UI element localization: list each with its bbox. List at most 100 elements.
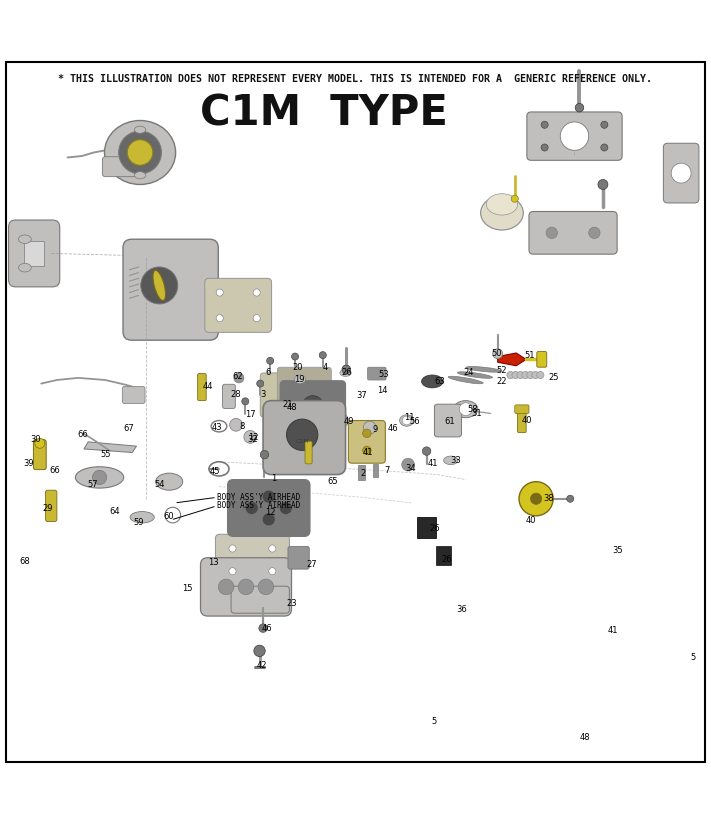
Text: BODY ASS'Y AIRHEAD: BODY ASS'Y AIRHEAD [217,493,300,502]
Circle shape [292,353,299,360]
FancyBboxPatch shape [663,143,699,203]
Circle shape [493,349,503,358]
Text: 48: 48 [580,733,590,742]
Text: 64: 64 [110,507,120,516]
Ellipse shape [444,456,458,465]
Ellipse shape [153,270,166,301]
Text: 44: 44 [203,382,213,391]
Circle shape [234,373,244,383]
Ellipse shape [486,194,518,215]
FancyBboxPatch shape [263,400,346,475]
Circle shape [575,104,584,112]
Bar [358,465,365,480]
Text: 29: 29 [43,504,53,513]
Text: 46: 46 [387,424,397,433]
Circle shape [512,372,519,378]
Text: 30: 30 [31,434,41,443]
Text: 53: 53 [379,370,389,379]
Text: 65: 65 [328,477,338,486]
Text: 27: 27 [306,559,316,569]
Circle shape [244,430,257,443]
Circle shape [260,451,269,459]
Text: 25: 25 [548,373,558,382]
Text: 66: 66 [77,430,89,439]
Text: * THIS ILLUSTRATION DOES NOT REPRESENT EVERY MODEL. THIS IS INTENDED FOR A  GENE: * THIS ILLUSTRATION DOES NOT REPRESENT E… [58,74,653,84]
Circle shape [259,624,267,632]
Circle shape [35,438,45,448]
Text: 12: 12 [265,508,275,517]
Circle shape [229,568,236,575]
Circle shape [216,289,223,296]
Circle shape [334,414,348,428]
Text: 61: 61 [444,417,454,426]
Text: 57: 57 [87,480,97,489]
Circle shape [262,513,275,526]
FancyBboxPatch shape [205,279,272,332]
Text: 62: 62 [232,372,242,381]
Text: 4: 4 [323,363,328,372]
Text: 39: 39 [23,459,33,468]
FancyBboxPatch shape [288,546,309,569]
Circle shape [267,358,274,364]
Text: 9: 9 [373,425,378,434]
Text: 55: 55 [100,450,110,459]
Text: 14: 14 [378,386,387,396]
Text: 43: 43 [212,424,222,432]
Circle shape [422,447,431,456]
Text: 49: 49 [343,418,353,427]
FancyBboxPatch shape [537,352,547,368]
Text: 68: 68 [19,557,31,566]
Text: 20: 20 [292,363,302,372]
Circle shape [262,490,275,503]
Circle shape [598,180,608,190]
FancyBboxPatch shape [223,384,235,409]
Circle shape [302,396,324,417]
Text: 54: 54 [155,480,165,489]
Text: 59: 59 [134,517,144,527]
Circle shape [527,372,534,378]
FancyBboxPatch shape [9,220,60,287]
Text: 26: 26 [430,524,440,533]
Text: 12: 12 [249,433,259,442]
Circle shape [517,372,524,378]
Ellipse shape [18,235,31,244]
Circle shape [532,372,539,378]
Ellipse shape [75,466,124,488]
FancyBboxPatch shape [348,420,385,463]
Text: 2: 2 [360,470,365,479]
Text: 66: 66 [49,466,60,475]
Ellipse shape [448,377,483,384]
Circle shape [507,372,514,378]
FancyBboxPatch shape [260,373,320,417]
Text: 51: 51 [525,351,535,359]
FancyBboxPatch shape [122,386,145,404]
Circle shape [119,131,161,174]
Circle shape [363,421,376,434]
Text: 45: 45 [210,467,220,476]
Circle shape [218,579,234,595]
Text: 36: 36 [456,605,468,614]
Text: 46: 46 [262,624,272,633]
Circle shape [342,365,351,373]
Circle shape [589,227,600,238]
Circle shape [242,398,249,405]
Circle shape [253,289,260,296]
Text: 26: 26 [442,555,451,564]
FancyBboxPatch shape [33,440,46,470]
Text: 35: 35 [613,546,623,555]
Ellipse shape [105,120,176,185]
Ellipse shape [134,171,146,179]
Ellipse shape [156,473,183,490]
FancyBboxPatch shape [368,368,386,380]
Text: 1: 1 [271,474,277,483]
Ellipse shape [481,196,523,230]
Bar [373,464,378,477]
Text: 40: 40 [525,516,535,525]
Circle shape [601,121,608,129]
Text: 56: 56 [410,417,419,426]
Text: 31: 31 [472,409,482,418]
FancyBboxPatch shape [46,490,57,522]
Text: 5: 5 [431,717,437,726]
FancyBboxPatch shape [215,534,289,586]
Text: 5: 5 [690,653,695,662]
